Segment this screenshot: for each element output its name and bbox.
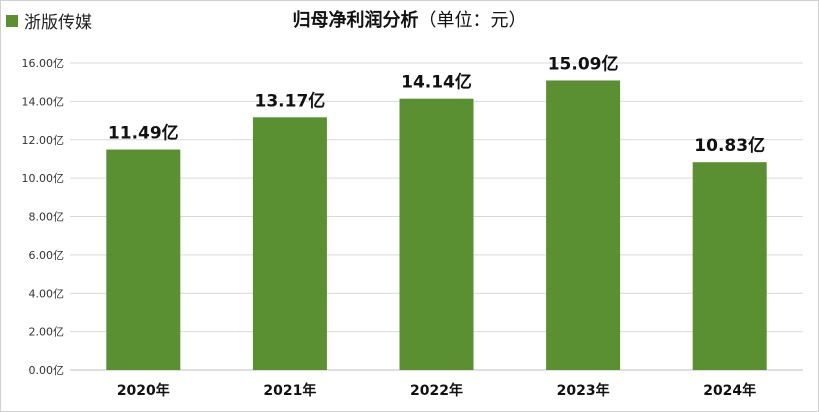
y-tick-label: 10.00亿 (22, 172, 65, 185)
legend: 浙版传媒 (6, 8, 92, 33)
bars (106, 80, 767, 370)
x-tick-label: 2022年 (410, 382, 463, 399)
bar (692, 162, 767, 370)
y-tick-label: 6.00亿 (29, 249, 65, 262)
data-label: 14.14亿 (401, 72, 472, 93)
chart-title-unit: （单位：元） (418, 10, 527, 31)
x-tick-label: 2024年 (703, 382, 756, 399)
y-tick-label: 0.00亿 (29, 364, 65, 377)
bar (399, 98, 474, 370)
data-label: 11.49亿 (108, 123, 179, 144)
data-label: 13.17亿 (255, 90, 326, 111)
legend-swatch (6, 14, 18, 27)
y-tick-label: 2.00亿 (29, 326, 65, 339)
y-tick-label: 16.00亿 (22, 57, 65, 70)
data-labels: 11.49亿 13.17亿 14.14亿 15.09亿 10.83亿 (108, 53, 765, 156)
y-axis-ticks: 0.00亿 2.00亿 4.00亿 6.00亿 8.00亿 10.00亿 12.00亿 14.… (22, 57, 65, 377)
data-label: 15.09亿 (548, 53, 619, 74)
bar (106, 149, 181, 370)
bar (252, 117, 327, 370)
legend-label: 浙版传媒 (24, 13, 92, 33)
chart-title: 归母净利润分析（单位：元） (0, 6, 819, 32)
y-tick-label: 8.00亿 (29, 211, 65, 224)
y-tick-label: 14.00亿 (22, 95, 65, 108)
chart-title-main: 归母净利润分析 (292, 10, 419, 31)
x-axis-categories: 2020年 2021年 2022年 2023年 2024年 (117, 382, 756, 399)
x-tick-label: 2021年 (263, 382, 316, 399)
data-label: 10.83亿 (694, 135, 765, 156)
bar (546, 80, 621, 370)
x-tick-label: 2020年 (117, 382, 170, 399)
y-tick-label: 12.00亿 (22, 134, 65, 147)
y-tick-label: 4.00亿 (29, 287, 65, 300)
x-tick-label: 2023年 (557, 382, 610, 399)
